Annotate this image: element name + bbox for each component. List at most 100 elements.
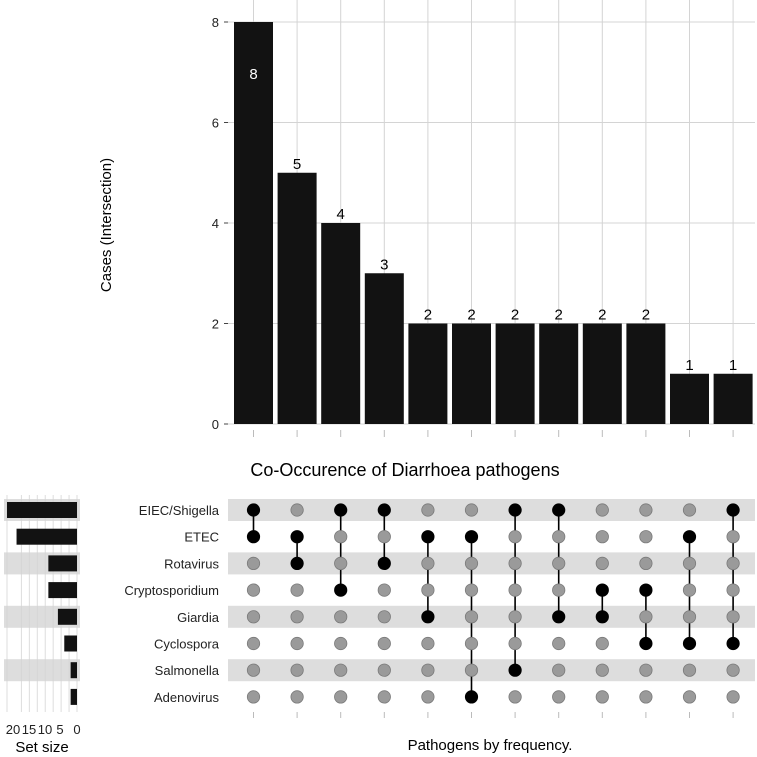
set-size-bar: [16, 528, 77, 545]
set-size-bar: [70, 662, 77, 679]
set-label: ETEC: [184, 530, 219, 545]
intersection-bar: [234, 22, 273, 424]
set-size-bar: [70, 688, 77, 705]
membership-dot-inactive: [552, 530, 566, 544]
membership-dot-active: [682, 636, 697, 651]
membership-dot-active: [639, 583, 653, 597]
membership-dot-inactive: [421, 636, 435, 651]
y-tick-label: 0: [212, 417, 219, 432]
membership-dot-inactive: [552, 690, 566, 704]
membership-dot-active: [464, 530, 479, 544]
set-size-row-stripe: [4, 659, 80, 682]
membership-dot-inactive: [595, 636, 609, 651]
membership-dot-inactive: [464, 583, 479, 597]
set-size-tick-label: 20: [6, 722, 20, 737]
bar-value-label: 2: [511, 307, 519, 324]
set-label: Rotavirus: [164, 556, 219, 571]
x-axis-label: Pathogens by frequency.: [408, 737, 573, 754]
membership-dot-inactive: [290, 610, 304, 624]
membership-dot-inactive: [552, 636, 566, 651]
membership-dot-inactive: [552, 583, 566, 597]
membership-dot-inactive: [639, 503, 653, 517]
membership-dot-inactive: [726, 583, 740, 597]
membership-dot-active: [334, 583, 348, 597]
set-size-tick-label: 15: [22, 722, 36, 737]
membership-dot-active: [377, 503, 391, 517]
membership-dot-inactive: [377, 636, 391, 651]
intersection-bar: [364, 273, 404, 424]
membership-dot-inactive: [682, 610, 697, 624]
bar-value-label: 2: [598, 307, 606, 324]
membership-dot-active: [377, 556, 391, 571]
membership-dot-inactive: [595, 663, 609, 677]
intersection-bar: [452, 323, 491, 424]
intersection-bar: [277, 172, 317, 424]
membership-dot-inactive: [421, 690, 435, 704]
membership-dot-inactive: [377, 610, 391, 624]
membership-dot-inactive: [334, 610, 348, 624]
set-size-tick-label: 0: [73, 722, 80, 737]
membership-dot-inactive: [552, 663, 566, 677]
membership-dot-active: [464, 690, 479, 704]
membership-dot-inactive: [246, 690, 261, 704]
membership-dot-inactive: [639, 530, 653, 544]
membership-dot-inactive: [726, 530, 740, 544]
set-label: Cyclospora: [154, 637, 220, 652]
membership-dot-inactive: [726, 610, 740, 624]
membership-dot-inactive: [377, 530, 391, 544]
membership-dot-active: [595, 610, 609, 624]
membership-dot-inactive: [421, 663, 435, 677]
membership-dot-active: [552, 503, 566, 517]
membership-dot-inactive: [508, 556, 522, 571]
membership-dot-inactive: [726, 556, 740, 571]
membership-dot-active: [639, 636, 653, 651]
membership-dot-inactive: [290, 636, 304, 651]
set-size-bar: [48, 555, 77, 572]
set-size-bar: [48, 582, 77, 599]
bar-value-label: 1: [729, 357, 737, 374]
matrix-row-stripe: [228, 499, 755, 521]
membership-dot-active: [421, 610, 435, 624]
set-size-tick-label: 10: [38, 722, 52, 737]
membership-dot-inactive: [377, 690, 391, 704]
membership-dot-active: [508, 503, 522, 517]
membership-dot-inactive: [246, 610, 261, 624]
membership-dot-inactive: [290, 583, 304, 597]
bar-value-label: 2: [555, 307, 563, 324]
intersection-bar: [539, 323, 579, 424]
membership-dot-active: [290, 530, 304, 544]
membership-dot-inactive: [508, 583, 522, 597]
membership-dot-active: [246, 503, 261, 517]
y-axis-label: Cases (Intersection): [98, 158, 115, 292]
membership-dot-inactive: [334, 690, 348, 704]
membership-dot-inactive: [421, 556, 435, 571]
set-label: Adenovirus: [154, 690, 220, 705]
bar-value-label: 1: [685, 357, 693, 374]
membership-dot-active: [246, 530, 261, 544]
chart-title: Co-Occurence of Diarrhoea pathogens: [250, 460, 559, 480]
membership-dot-inactive: [552, 556, 566, 571]
membership-dot-inactive: [421, 503, 435, 517]
membership-dot-inactive: [246, 636, 261, 651]
set-label: Giardia: [177, 610, 220, 625]
membership-dot-inactive: [334, 530, 348, 544]
membership-dot-active: [682, 530, 697, 544]
membership-dot-active: [552, 610, 566, 624]
membership-dot-inactive: [595, 530, 609, 544]
membership-dot-inactive: [464, 663, 479, 677]
intersection-bar: [321, 223, 361, 424]
bar-value-label: 2: [642, 307, 650, 324]
bar-value-label: 2: [467, 307, 475, 324]
intersection-bar: [582, 323, 622, 424]
intersection-bar: [713, 373, 753, 424]
set-label: Salmonella: [155, 663, 220, 678]
bar-value-label: 4: [337, 206, 345, 223]
membership-dot-inactive: [639, 663, 653, 677]
set-label: EIEC/Shigella: [139, 503, 220, 518]
membership-dot-active: [726, 636, 740, 651]
membership-dot-inactive: [682, 690, 697, 704]
membership-dot-inactive: [334, 636, 348, 651]
membership-dot-active: [290, 556, 304, 571]
membership-dot-inactive: [464, 636, 479, 651]
